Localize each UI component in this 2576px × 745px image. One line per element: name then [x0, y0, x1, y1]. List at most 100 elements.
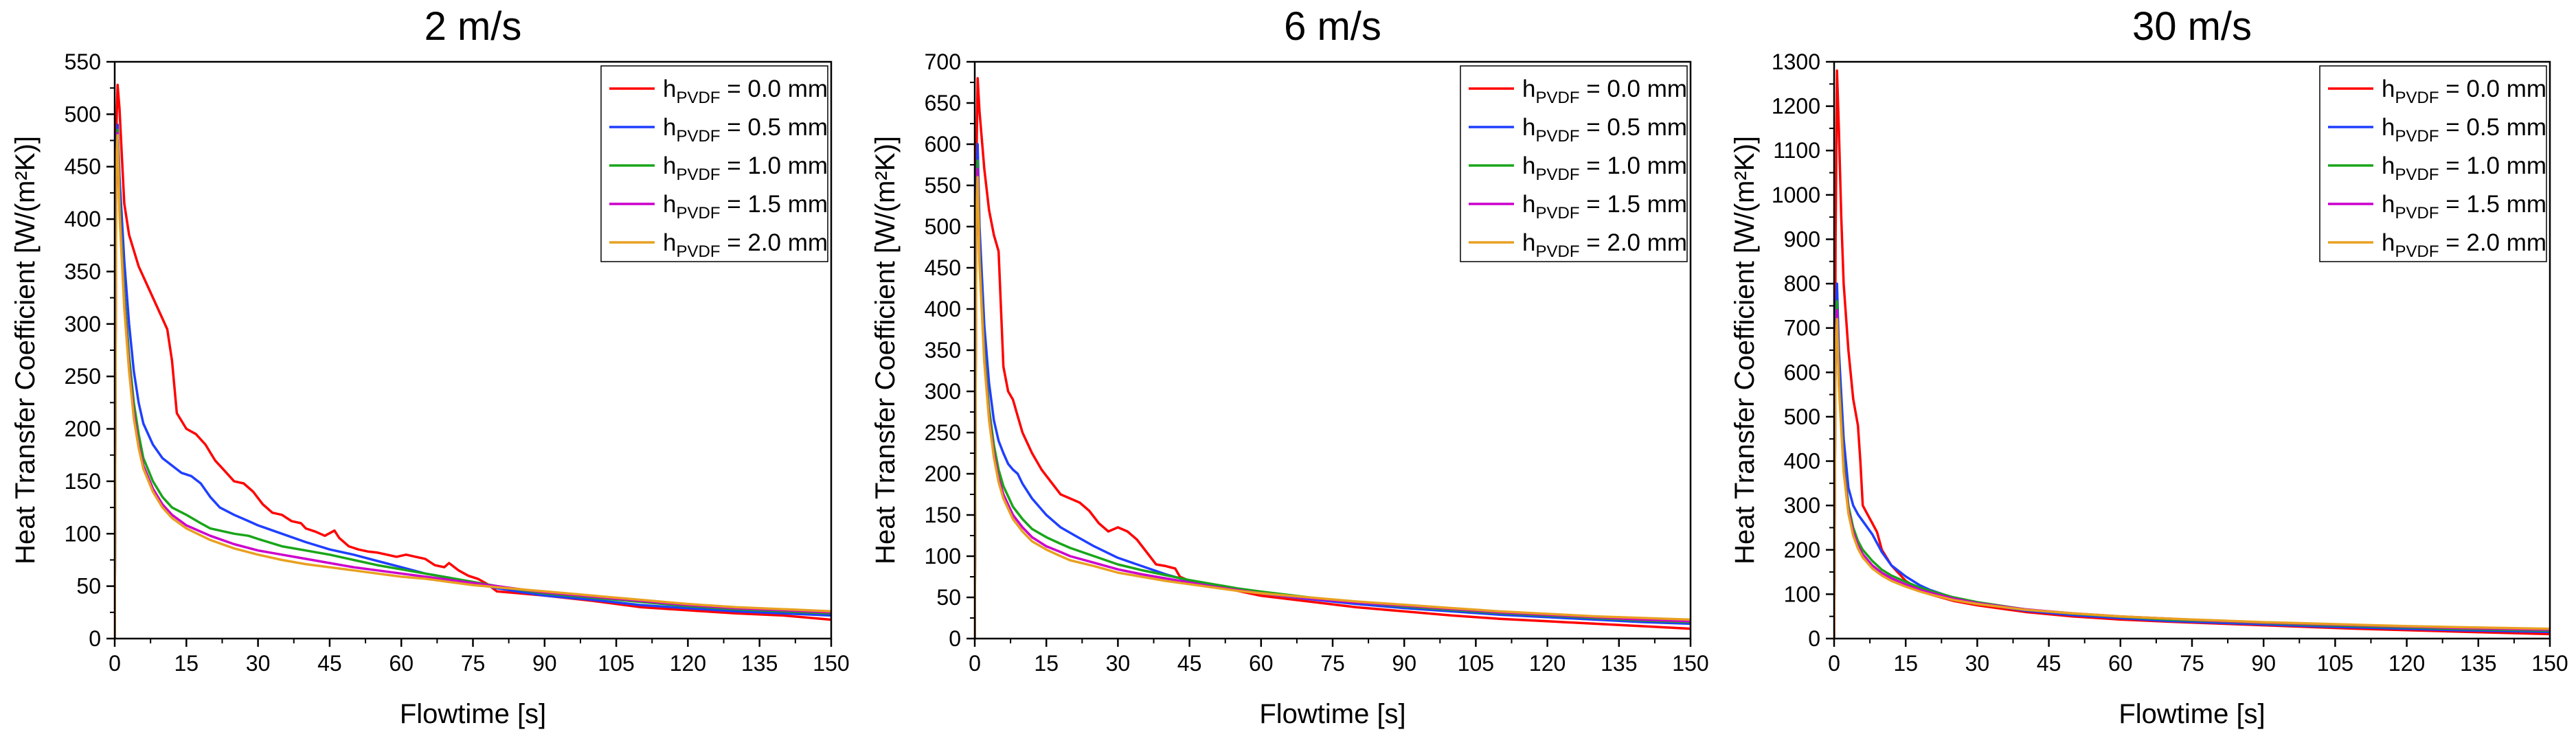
legend-label-value: = 1.5 mm	[720, 191, 828, 218]
y-tick-label: 200	[1784, 538, 1820, 562]
series-line-5	[975, 176, 1691, 639]
y-tick-label: 1300	[1772, 49, 1820, 74]
y-tick-label: 100	[65, 521, 101, 546]
legend-label-subscript: PVDF	[676, 165, 720, 184]
legend-label-value: = 0.5 mm	[1579, 114, 1687, 141]
legend-label: hPVDF = 1.0 mm	[663, 152, 828, 184]
x-tick-label: 150	[813, 651, 849, 676]
legend-label-value: = 2.0 mm	[2439, 229, 2546, 256]
y-tick-label: 550	[65, 49, 101, 74]
y-tick-label: 400	[1784, 449, 1820, 474]
y-tick-label: 600	[1784, 360, 1820, 385]
y-tick-label: 1000	[1772, 183, 1820, 207]
legend-label-value: = 1.0 mm	[720, 152, 828, 179]
legend-label: hPVDF = 0.0 mm	[663, 76, 828, 107]
legend-label: hPVDF = 0.5 mm	[2382, 114, 2546, 146]
legend-label-subscript: PVDF	[676, 127, 720, 146]
y-tick-label: 500	[925, 214, 961, 239]
y-axis-label: Heat Transfer Coefficient [W/(m²K)]	[10, 136, 41, 564]
legend-label: hPVDF = 2.0 mm	[1522, 229, 1687, 261]
x-tick-label: 75	[2180, 651, 2204, 676]
legend-label-value: = 1.5 mm	[2439, 191, 2546, 218]
x-tick-label: 60	[2108, 651, 2133, 676]
legend-label-main: h	[663, 152, 676, 179]
y-tick-label: 250	[65, 364, 101, 389]
legend-label-main: h	[663, 229, 676, 256]
legend-label-value: = 0.0 mm	[2439, 76, 2546, 102]
x-tick-label: 90	[1392, 651, 1416, 676]
x-tick-label: 135	[741, 651, 778, 676]
series-line-5	[115, 134, 831, 639]
y-axis-label: Heat Transfer Coefficient [W/(m²K)]	[1730, 136, 1760, 564]
legend-box	[1460, 65, 1688, 262]
x-tick-label: 150	[1672, 651, 1708, 676]
x-tick-label: 105	[1458, 651, 1494, 676]
series-line-2	[115, 123, 831, 639]
legend-label-subscript: PVDF	[1535, 204, 1579, 222]
x-tick-label: 30	[1106, 651, 1131, 676]
series-line-3	[1834, 300, 2550, 639]
x-tick-label: 120	[2388, 651, 2425, 676]
y-tick-label: 1100	[1773, 138, 1820, 163]
y-tick-label: 650	[925, 91, 961, 115]
legend-label-main: h	[1522, 76, 1535, 102]
legend-label-subscript: PVDF	[1535, 127, 1579, 146]
y-tick-label: 300	[1784, 493, 1820, 518]
x-tick-label: 90	[2251, 651, 2276, 676]
legend-label-subscript: PVDF	[2395, 204, 2439, 222]
chart-title: 2 m/s	[425, 4, 522, 49]
x-tick-label: 150	[2531, 651, 2568, 676]
legend-label-main: h	[1522, 152, 1535, 179]
legend-label-main: h	[663, 114, 676, 141]
legend-box	[2319, 65, 2547, 262]
legend-label-subscript: PVDF	[1535, 242, 1579, 261]
chart-panel-3: 30 m/s 0 15 30 45 60 75 90 105 120 135 150 0 100 200 30…	[1730, 4, 2568, 729]
y-tick-label: 450	[65, 154, 101, 179]
x-tick-label: 120	[1529, 651, 1566, 676]
legend-label-value: = 0.5 mm	[2439, 114, 2546, 141]
legend-label: hPVDF = 0.0 mm	[1522, 76, 1687, 107]
legend-label-value: = 0.5 mm	[720, 114, 828, 141]
chart-panel-1: 2 m/s 0 15 30 45 60 75 90 105 120 135 150 0 50 100 150 2…	[10, 4, 850, 729]
y-tick-label: 700	[925, 49, 961, 74]
x-tick-label: 135	[2460, 651, 2496, 676]
y-tick-label: 600	[925, 132, 961, 157]
y-tick-label: 150	[925, 503, 961, 527]
y-tick-label: 400	[65, 207, 101, 231]
legend-label-main: h	[2382, 229, 2395, 256]
series-line-2	[975, 143, 1691, 639]
x-tick-label: 45	[317, 651, 342, 676]
legend-label-value: = 1.5 mm	[1579, 191, 1687, 218]
legend-label-value: = 0.0 mm	[1579, 76, 1687, 102]
y-tick-label: 500	[1784, 404, 1820, 429]
legend-label-value: = 1.0 mm	[2439, 152, 2546, 179]
y-tick-label: 300	[925, 379, 961, 404]
legend-label-main: h	[663, 76, 676, 102]
legend-label: hPVDF = 1.0 mm	[1522, 152, 1687, 184]
series-line-2	[1834, 282, 2550, 639]
legend-label-main: h	[2382, 191, 2395, 218]
y-tick-label: 450	[925, 255, 961, 280]
y-tick-label: 500	[65, 102, 101, 126]
legend-label-subscript: PVDF	[1535, 89, 1579, 107]
x-tick-label: 0	[1828, 651, 1840, 676]
legend-label: hPVDF = 1.5 mm	[663, 191, 828, 222]
legend-label-value: = 2.0 mm	[1579, 229, 1687, 256]
y-tick-label: 200	[65, 417, 101, 442]
x-tick-label: 15	[1893, 651, 1918, 676]
x-tick-label: 105	[2317, 651, 2353, 676]
x-tick-label: 0	[969, 651, 981, 676]
series-line-4	[1834, 309, 2550, 639]
x-tick-label: 105	[598, 651, 634, 676]
x-axis-label: Flowtime [s]	[1259, 699, 1405, 729]
chart-title: 6 m/s	[1284, 4, 1381, 49]
x-tick-label: 30	[1965, 651, 1990, 676]
y-tick-label: 100	[925, 544, 961, 569]
legend-label-value: = 0.0 mm	[720, 76, 828, 102]
legend-label-main: h	[1522, 114, 1535, 141]
y-tick-label: 250	[925, 420, 961, 445]
series-line-5	[1834, 318, 2550, 639]
x-tick-label: 60	[389, 651, 414, 676]
x-tick-label: 60	[1249, 651, 1274, 676]
